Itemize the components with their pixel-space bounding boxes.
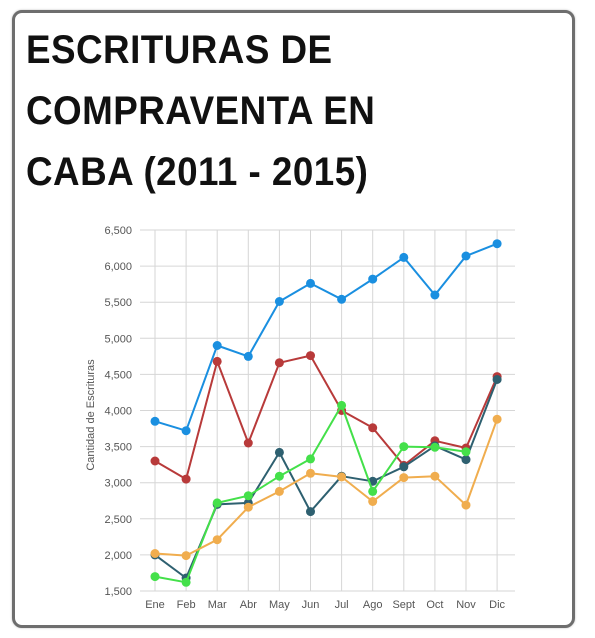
series-point-2 — [274, 358, 284, 368]
series-point-5 — [492, 414, 502, 424]
series-point-1 — [150, 416, 160, 426]
series-point-3 — [399, 462, 409, 472]
y-axis-ticks: 1,500 2,000 2,500 3,000 3,500 4,000 4,500 5,000… — [104, 225, 132, 598]
y-tick-label: 5,000 — [104, 333, 132, 345]
series-point-1 — [492, 239, 502, 249]
series-point-1 — [399, 252, 409, 262]
series-point-5 — [150, 549, 160, 558]
series-point-1 — [461, 251, 471, 261]
series-point-5 — [212, 535, 222, 545]
series-point-1 — [306, 278, 315, 288]
chart-title: ESCRITURAS DE COMPRAVENTA EN CABA (2011 … — [26, 20, 504, 203]
x-tick-label: Ago — [363, 599, 383, 611]
x-tick-label: Feb — [177, 599, 196, 611]
y-tick-label: 2,500 — [104, 514, 132, 526]
series-point-3 — [306, 507, 315, 517]
series-point-5 — [399, 473, 409, 483]
y-tick-label: 5,500 — [104, 297, 132, 309]
y-tick-label: 3,000 — [104, 478, 132, 490]
series-line-2 — [154, 354, 499, 481]
y-tick-label: 1,500 — [104, 586, 132, 598]
series-point-5 — [368, 497, 378, 506]
series-point-2 — [150, 456, 160, 466]
series-point-1 — [181, 426, 191, 436]
series-point-2 — [243, 438, 253, 448]
x-tick-label: Nov — [456, 599, 476, 611]
series-point-4 — [306, 454, 315, 464]
x-axis-ticks: Ene Feb Mar Abr May Jun Jul Ago Sept Oct Nov Dic — [145, 599, 505, 611]
series-point-5 — [243, 502, 253, 512]
series-point-4 — [181, 577, 191, 587]
series-point-5 — [337, 472, 347, 482]
y-tick-label: 4,000 — [104, 406, 132, 418]
y-tick-label: 2,000 — [104, 550, 132, 562]
chart-title-line-1: ESCRITURAS DE — [26, 28, 333, 72]
chart-card — [12, 10, 575, 628]
series-point-5 — [181, 551, 191, 561]
x-tick-label: Oct — [426, 599, 443, 611]
series-point-1 — [337, 294, 347, 304]
series-point-1 — [274, 297, 284, 306]
series-point-2 — [181, 474, 191, 484]
series-line-3 — [154, 379, 499, 579]
series-point-2 — [212, 356, 222, 366]
y-tick-label: 4,500 — [104, 369, 132, 381]
series-line-5 — [154, 418, 499, 557]
y-tick-label: 6,000 — [104, 261, 132, 273]
series-point-3 — [492, 375, 502, 384]
series-point-3 — [461, 455, 471, 465]
series-point-2 — [368, 423, 378, 433]
x-tick-label: Jul — [335, 599, 349, 611]
grid — [140, 229, 515, 592]
series-point-2 — [306, 351, 315, 361]
x-tick-label: Abr — [240, 599, 257, 611]
chart-title-line-2: COMPRAVENTA EN — [26, 89, 376, 133]
x-tick-label: Dic — [489, 599, 505, 611]
series-point-4 — [461, 447, 471, 457]
series-point-4 — [337, 400, 347, 410]
series-point-5 — [274, 486, 284, 496]
y-tick-label: 3,500 — [104, 442, 132, 454]
series-point-4 — [274, 471, 284, 481]
series-point-5 — [461, 500, 471, 510]
series-point-1 — [430, 290, 440, 300]
series-point-1 — [368, 274, 378, 284]
series-point-5 — [430, 471, 440, 481]
series-point-4 — [368, 486, 378, 496]
x-tick-label: Mar — [208, 599, 227, 611]
series-point-4 — [399, 442, 409, 452]
series-layer — [150, 239, 502, 587]
series-point-4 — [150, 572, 160, 582]
chart-title-line-3: CABA (2011 - 2015) — [26, 150, 369, 194]
series-point-4 — [430, 442, 440, 452]
series-point-4 — [243, 491, 253, 501]
series-point-4 — [212, 498, 222, 508]
y-axis-label: Cantidad de Escrituras — [85, 359, 97, 471]
x-tick-label: Sept — [392, 599, 415, 611]
y-tick-label: 6,500 — [104, 225, 132, 237]
series-point-1 — [212, 341, 222, 350]
series-line-1 — [154, 242, 498, 432]
x-tick-label: Jun — [302, 599, 320, 611]
x-tick-label: May — [269, 599, 290, 611]
series-point-3 — [274, 447, 284, 457]
series-point-1 — [243, 351, 253, 361]
x-tick-label: Ene — [145, 599, 165, 611]
series-point-5 — [306, 468, 315, 478]
